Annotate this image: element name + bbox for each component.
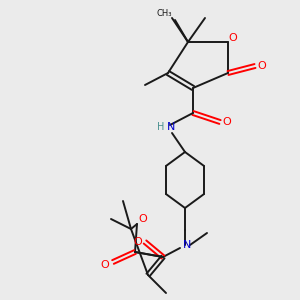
- Text: N: N: [183, 240, 191, 250]
- Text: O: O: [258, 61, 266, 71]
- Text: O: O: [134, 237, 142, 247]
- Text: N: N: [167, 122, 175, 132]
- Text: O: O: [223, 117, 231, 127]
- Text: O: O: [100, 260, 109, 270]
- Text: H: H: [157, 122, 165, 132]
- Text: O: O: [139, 214, 147, 224]
- Text: O: O: [229, 33, 237, 43]
- Text: CH₃: CH₃: [156, 8, 172, 17]
